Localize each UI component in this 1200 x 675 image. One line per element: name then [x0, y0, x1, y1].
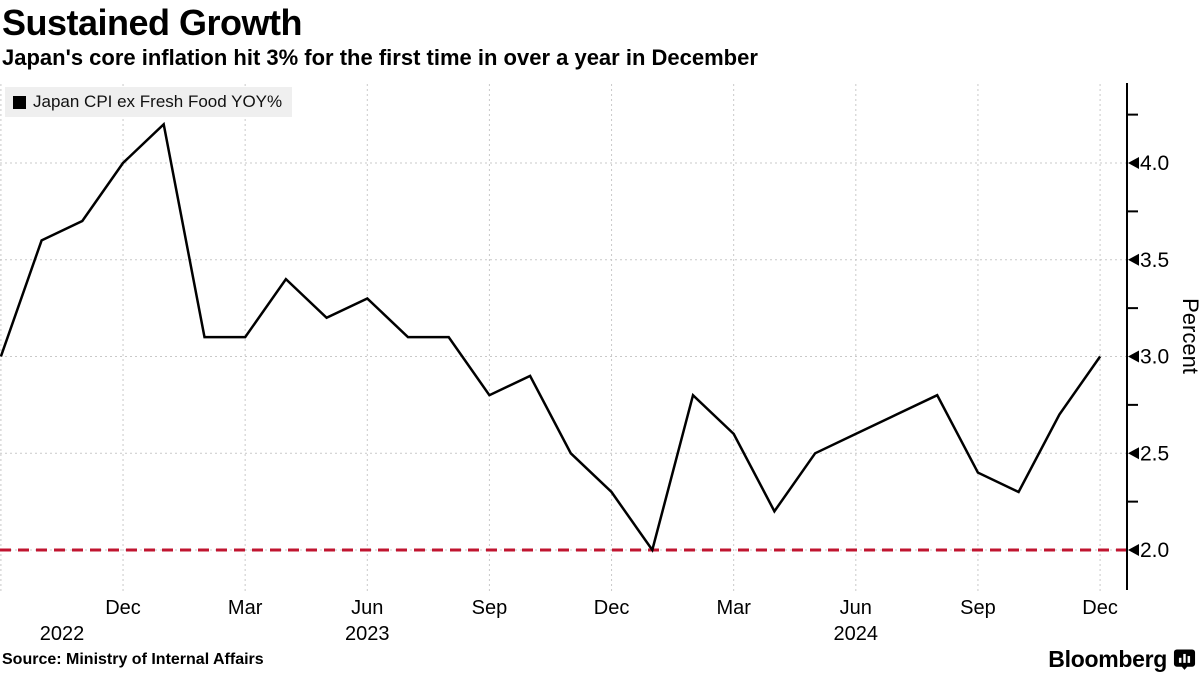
y-tick-label: 2.5 [1140, 442, 1169, 465]
source-note: Source: Ministry of Internal Affairs [2, 651, 264, 668]
x-year-label: 2023 [345, 623, 390, 645]
x-tick-label: Jun [351, 597, 383, 619]
x-year-label: 2024 [834, 623, 879, 645]
x-tick-label: Dec [594, 597, 630, 619]
chart-legend: Japan CPI ex Fresh Food YOY% [5, 87, 293, 117]
x-tick-label: Sep [960, 597, 996, 619]
y-tick-label: 4.0 [1140, 152, 1169, 175]
y-tick-arrow [1128, 350, 1139, 363]
page-subtitle: Japan's core inflation hit 3% for the fi… [2, 45, 758, 70]
brand-logo: Bloomberg [1048, 646, 1196, 673]
x-tick-label: Sep [472, 597, 508, 619]
x-tick-label: Dec [1082, 597, 1118, 619]
brand-wordmark: Bloomberg [1048, 646, 1167, 672]
y-tick-arrow [1128, 447, 1139, 460]
x-tick-label: Mar [716, 597, 751, 619]
page-title: Sustained Growth [2, 2, 303, 43]
y-tick-label: 3.5 [1140, 249, 1169, 272]
y-tick-arrow [1128, 253, 1139, 266]
x-tick-label: Mar [228, 597, 263, 619]
y-tick-label: 3.0 [1140, 346, 1169, 369]
y-axis-title: Percent [1178, 298, 1200, 374]
legend-swatch-icon [13, 95, 26, 109]
legend-label: Japan CPI ex Fresh Food YOY% [33, 92, 283, 111]
x-tick-label: Jun [840, 597, 872, 619]
y-tick-arrow [1128, 157, 1139, 169]
bloomberg-terminal-icon [1173, 649, 1196, 670]
cpi-line-series [0, 121, 1102, 553]
x-year-label: 2022 [40, 623, 85, 645]
x-tick-label: Dec [105, 597, 141, 619]
y-tick-arrow [1128, 544, 1139, 556]
y-tick-label: 2.0 [1140, 539, 1169, 562]
